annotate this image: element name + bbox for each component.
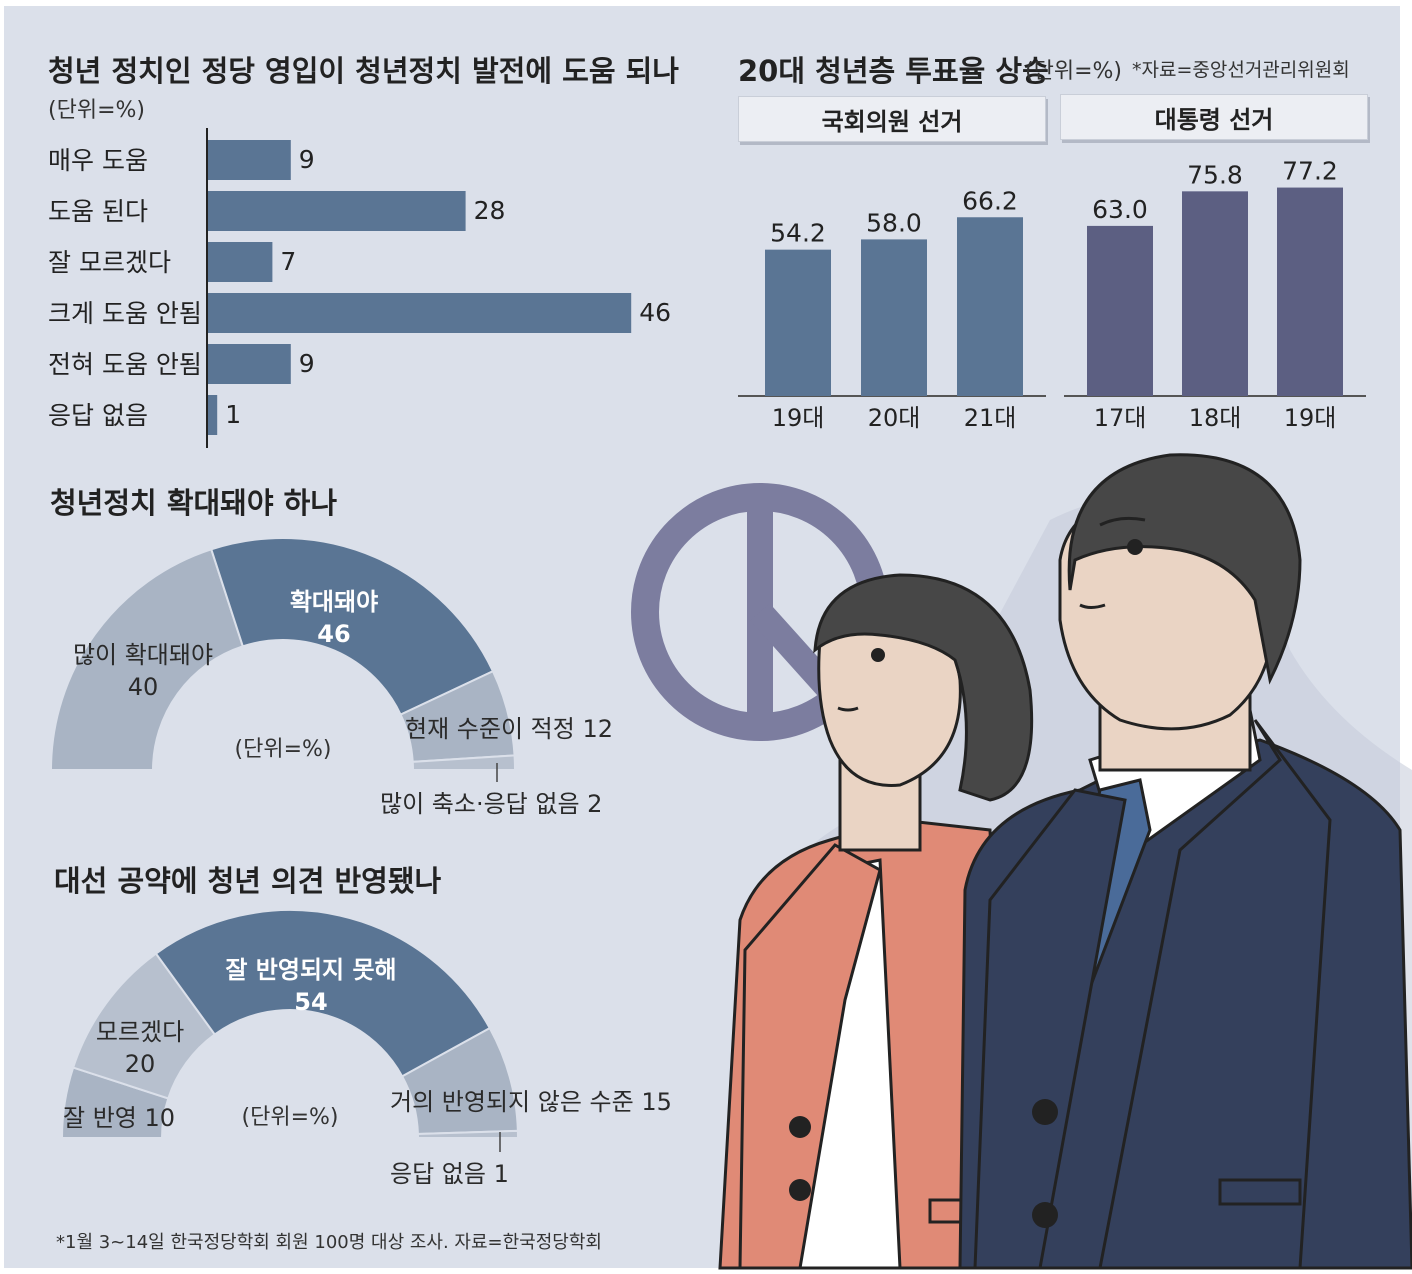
man-figure <box>958 453 1412 1270</box>
chart2-tick-label: 19대 <box>772 404 825 432</box>
chart4-slice-label: 20 <box>125 1050 156 1078</box>
chart1-value-label: 46 <box>639 298 671 327</box>
chart4-unit: (단위=%) <box>242 1105 339 1130</box>
chart3-title: 청년정치 확대돼야 하나 <box>50 486 337 520</box>
chart4-slice-label: 모르겠다 <box>96 1018 184 1046</box>
chart1-bar <box>208 344 291 384</box>
footnote: *1월 3~14일 한국정당학회 회원 100명 대상 조사. 자료=한국정당학… <box>56 1232 602 1253</box>
chart1-category-label: 잘 모르겠다 <box>48 248 171 277</box>
chart2-tick-label: 19대 <box>1284 404 1337 432</box>
chart1-value-label: 7 <box>280 247 296 276</box>
chart3-slice-label: 40 <box>128 673 159 701</box>
chart1-title: 청년 정치인 정당 영입이 청년정치 발전에 도움 되나 <box>48 54 679 88</box>
chart4-slice-label: 잘 반영되지 못해 <box>225 956 396 984</box>
chart3-slice-label: 많이 확대돼야 <box>73 641 213 669</box>
chart4-title: 대선 공약에 청년 의견 반영됐나 <box>54 864 442 898</box>
chart2-value-label: 77.2 <box>1282 157 1338 186</box>
chart2-bar <box>957 217 1023 396</box>
chart4-outer-label: 잘 반영 10 <box>63 1104 175 1132</box>
chart1-category-label: 응답 없음 <box>48 401 148 430</box>
chart1-bar <box>208 395 218 435</box>
chart4-outer-label: 응답 없음 1 <box>390 1160 509 1188</box>
chart2-title: 20대 청년층 투표율 상승 <box>738 54 1049 88</box>
chart3-slice-label: 46 <box>317 620 350 648</box>
chart1-bar <box>208 293 632 333</box>
chart1-bar <box>208 191 466 231</box>
chart2-bar <box>861 239 927 396</box>
chart3-outer-label: 현재 수준이 적정 12 <box>405 715 613 743</box>
chart2-panel-label-assembly: 국회의원 선거 <box>738 96 1046 142</box>
chart3-slice-label: 확대돼야 <box>290 588 378 616</box>
chart2-tick-label: 21대 <box>964 404 1017 432</box>
chart1-value-label: 9 <box>299 145 315 174</box>
chart1-category-label: 도움 된다 <box>48 197 148 226</box>
chart2-tick-label: 20대 <box>868 404 921 432</box>
chart3-slice <box>210 537 495 716</box>
chart4-slice <box>154 909 492 1078</box>
chart2-value-label: 66.2 <box>962 186 1018 215</box>
chart4-slice-label: 54 <box>294 988 327 1016</box>
woman-figure <box>718 573 1034 1270</box>
chart2-bar <box>765 249 831 396</box>
chart2-source: *자료=중앙선거관리위원회 <box>1132 59 1350 81</box>
chart3-outer-label: 많이 축소·응답 없음 2 <box>380 790 602 818</box>
chart1-value-label: 1 <box>225 400 241 429</box>
chart2-value-label: 63.0 <box>1092 195 1148 224</box>
chart1-category-label: 전혀 도움 안됨 <box>48 350 202 379</box>
chart2-value-label: 75.8 <box>1187 160 1243 189</box>
chart2-bar <box>1087 225 1153 396</box>
chart2-panel-label-presidential: 대통령 선거 <box>1060 94 1368 140</box>
chart2-unit: (단위=%) <box>1025 59 1122 84</box>
chart1-bar <box>208 242 273 282</box>
chart1-category-label: 매우 도움 <box>48 146 148 175</box>
chart2-bar <box>1277 187 1343 396</box>
chart2-value-label: 58.0 <box>866 208 922 237</box>
chart2-tick-label: 17대 <box>1094 404 1147 432</box>
chart2-value-label: 54.2 <box>770 219 826 248</box>
chart1-value-label: 28 <box>474 196 506 225</box>
chart1-bar <box>208 140 291 180</box>
chart1-value-label: 9 <box>299 349 315 378</box>
chart1-category-label: 크게 도움 안됨 <box>48 299 202 328</box>
chart4-slice <box>416 1129 520 1139</box>
chart2-tick-label: 18대 <box>1189 404 1242 432</box>
chart2-bar <box>1182 191 1248 396</box>
chart3-unit: (단위=%) <box>235 737 332 762</box>
chart3-slice <box>49 548 245 771</box>
chart4-outer-label: 거의 반영되지 않은 수준 15 <box>390 1088 672 1116</box>
chart1-unit: (단위=%) <box>48 98 145 123</box>
chart3-slice <box>411 754 517 771</box>
